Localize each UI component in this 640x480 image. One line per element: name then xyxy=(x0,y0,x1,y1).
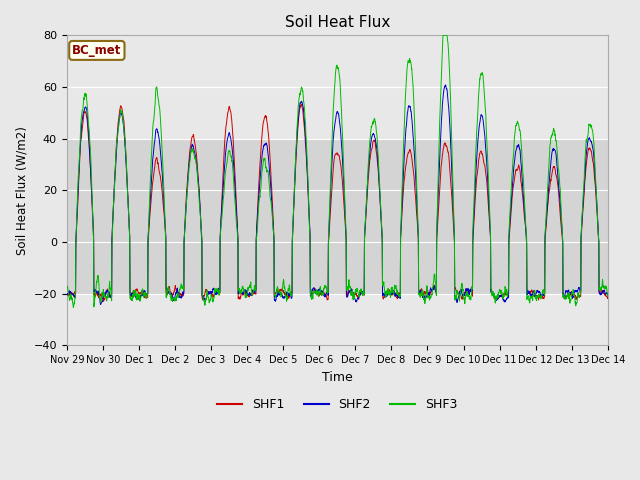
SHF1 xyxy=(298,101,305,107)
Title: Soil Heat Flux: Soil Heat Flux xyxy=(285,15,390,30)
SHF3 xyxy=(495,290,502,296)
SHF1 xyxy=(353,293,361,299)
SHF1 xyxy=(495,294,502,300)
SHF1 xyxy=(557,215,564,221)
SHF1 xyxy=(63,290,70,296)
Line: SHF2: SHF2 xyxy=(67,85,608,304)
SHF3 xyxy=(365,155,372,161)
SHF1 xyxy=(572,293,579,299)
Y-axis label: Soil Heat Flux (W/m2): Soil Heat Flux (W/m2) xyxy=(15,126,28,255)
SHF1 xyxy=(604,294,612,300)
SHF2 xyxy=(442,82,449,88)
SHF3 xyxy=(557,192,564,198)
SHF2 xyxy=(604,291,612,297)
SHF2 xyxy=(214,289,221,295)
SHF1 xyxy=(214,286,221,292)
SHF3 xyxy=(572,299,579,305)
SHF1 xyxy=(100,299,108,304)
SHF3 xyxy=(353,285,361,291)
SHF3 xyxy=(439,33,447,38)
SHF3 xyxy=(214,288,221,293)
SHF2 xyxy=(495,293,502,299)
Line: SHF1: SHF1 xyxy=(67,104,608,301)
SHF1 xyxy=(365,167,373,173)
SHF2 xyxy=(572,288,579,294)
SHF3 xyxy=(63,284,70,290)
SHF3 xyxy=(70,304,77,310)
Text: BC_met: BC_met xyxy=(72,44,122,57)
Legend: SHF1, SHF2, SHF3: SHF1, SHF2, SHF3 xyxy=(212,394,462,417)
Bar xyxy=(67,139,608,294)
Line: SHF3: SHF3 xyxy=(67,36,608,307)
SHF2 xyxy=(97,301,104,307)
SHF2 xyxy=(557,203,564,209)
SHF2 xyxy=(353,298,361,303)
X-axis label: Time: Time xyxy=(322,371,353,384)
SHF3 xyxy=(604,293,612,299)
SHF2 xyxy=(63,292,70,298)
SHF2 xyxy=(365,161,372,167)
